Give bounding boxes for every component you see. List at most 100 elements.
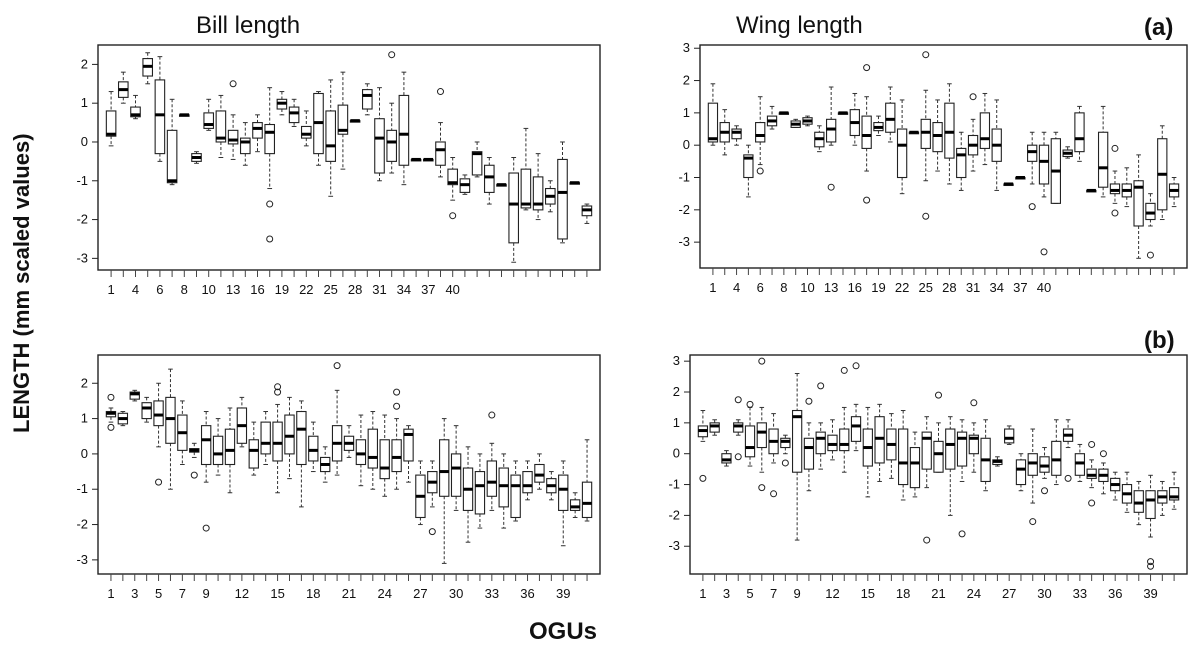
outlier-point [449, 212, 457, 220]
iqr-box [212, 435, 224, 466]
x-tick-label: 6 [156, 282, 163, 297]
box-27 [1015, 176, 1026, 180]
box-25 [980, 419, 991, 492]
iqr-box [165, 396, 176, 444]
iqr-box [1133, 180, 1144, 227]
iqr-box [1145, 202, 1156, 221]
box-24 [386, 51, 398, 174]
iqr-box [386, 129, 398, 162]
iqr-box [1074, 112, 1085, 153]
box-39 [1157, 125, 1168, 221]
outlier-point [699, 474, 707, 482]
iqr-box [153, 400, 164, 427]
iqr-box [483, 164, 495, 193]
box-17 [896, 99, 908, 195]
plot-frame [97, 44, 601, 271]
outlier-point [393, 402, 401, 410]
iqr-box [471, 151, 483, 176]
iqr-box [337, 104, 349, 135]
iqr-box [979, 112, 991, 149]
box-29 [447, 157, 459, 220]
box-35 [520, 127, 532, 211]
outlier-point [393, 388, 401, 396]
box-20 [932, 99, 943, 172]
box-33 [1074, 443, 1086, 482]
box-39 [1145, 474, 1156, 570]
box-37 [534, 453, 545, 490]
iqr-box [885, 102, 896, 133]
outlier-point [388, 51, 396, 59]
iqr-box [968, 434, 979, 455]
box-13 [849, 92, 860, 146]
y-tick-label: -3 [678, 234, 690, 249]
y-tick-label: -3 [668, 538, 680, 553]
box-26 [992, 456, 1003, 467]
iqr-box [780, 437, 791, 449]
box-12 [837, 111, 849, 115]
y-tick-label: 0 [81, 134, 88, 149]
iqr-box [558, 474, 569, 511]
iqr-box [325, 110, 337, 162]
box-3 [130, 94, 141, 120]
iqr-box [850, 416, 862, 442]
box-7 [177, 400, 188, 465]
iqr-box [296, 410, 307, 466]
x-tick-label: 24 [967, 586, 981, 601]
iqr-box [803, 437, 815, 470]
y-tick-label: 1 [683, 105, 690, 120]
outlier-point [852, 362, 860, 370]
box-41 [1168, 471, 1180, 510]
box-12 [827, 419, 838, 461]
box-39 [558, 460, 569, 547]
box-3 [721, 450, 732, 467]
box-33 [496, 183, 507, 187]
x-tick-label: 12 [825, 586, 839, 601]
iqr-box [721, 453, 732, 464]
box-31 [471, 141, 483, 178]
outlier-point [922, 212, 930, 220]
outlier-point [840, 366, 848, 374]
iqr-box [166, 129, 178, 184]
box-14 [861, 64, 872, 204]
box-30 [450, 425, 462, 511]
iqr-box [227, 129, 239, 145]
iqr-box [731, 128, 742, 140]
box-38 [546, 471, 557, 501]
iqr-box [154, 79, 166, 155]
outlier-point [1029, 518, 1037, 526]
x-tick-label: 40 [1037, 280, 1051, 295]
box-28 [1015, 453, 1027, 492]
box-33 [1086, 188, 1097, 193]
iqr-box [707, 102, 719, 143]
iqr-box [933, 440, 944, 473]
outlier-point [1028, 203, 1036, 211]
box-4 [142, 52, 154, 85]
x-tick-label: 28 [348, 282, 362, 297]
x-tick-label: 13 [226, 282, 240, 297]
panel-label-b: (b) [1144, 327, 1175, 354]
box-12 [239, 122, 251, 166]
outlier-point [734, 453, 742, 461]
box-36 [1110, 471, 1121, 501]
iqr-box [224, 428, 236, 466]
x-tick-label: 10 [201, 282, 215, 297]
iqr-box [898, 428, 909, 486]
y-tick-label: 1 [81, 411, 88, 426]
box-32 [1074, 105, 1085, 162]
x-tick-label: 33 [1073, 586, 1087, 601]
box-35 [1098, 450, 1109, 495]
box-6 [165, 368, 176, 490]
iqr-box [379, 439, 390, 480]
iqr-box [1168, 487, 1180, 501]
iqr-box [569, 499, 581, 511]
iqr-box [510, 474, 521, 519]
box-34 [498, 453, 509, 529]
box-22 [956, 131, 967, 191]
box-40 [569, 492, 581, 518]
iqr-box [486, 460, 498, 497]
iqr-box [1145, 490, 1156, 520]
y-tick-label: -2 [668, 507, 680, 522]
y-tick-label: 2 [81, 375, 88, 390]
box-29 [1038, 131, 1050, 256]
x-tick-label: 33 [485, 586, 499, 601]
